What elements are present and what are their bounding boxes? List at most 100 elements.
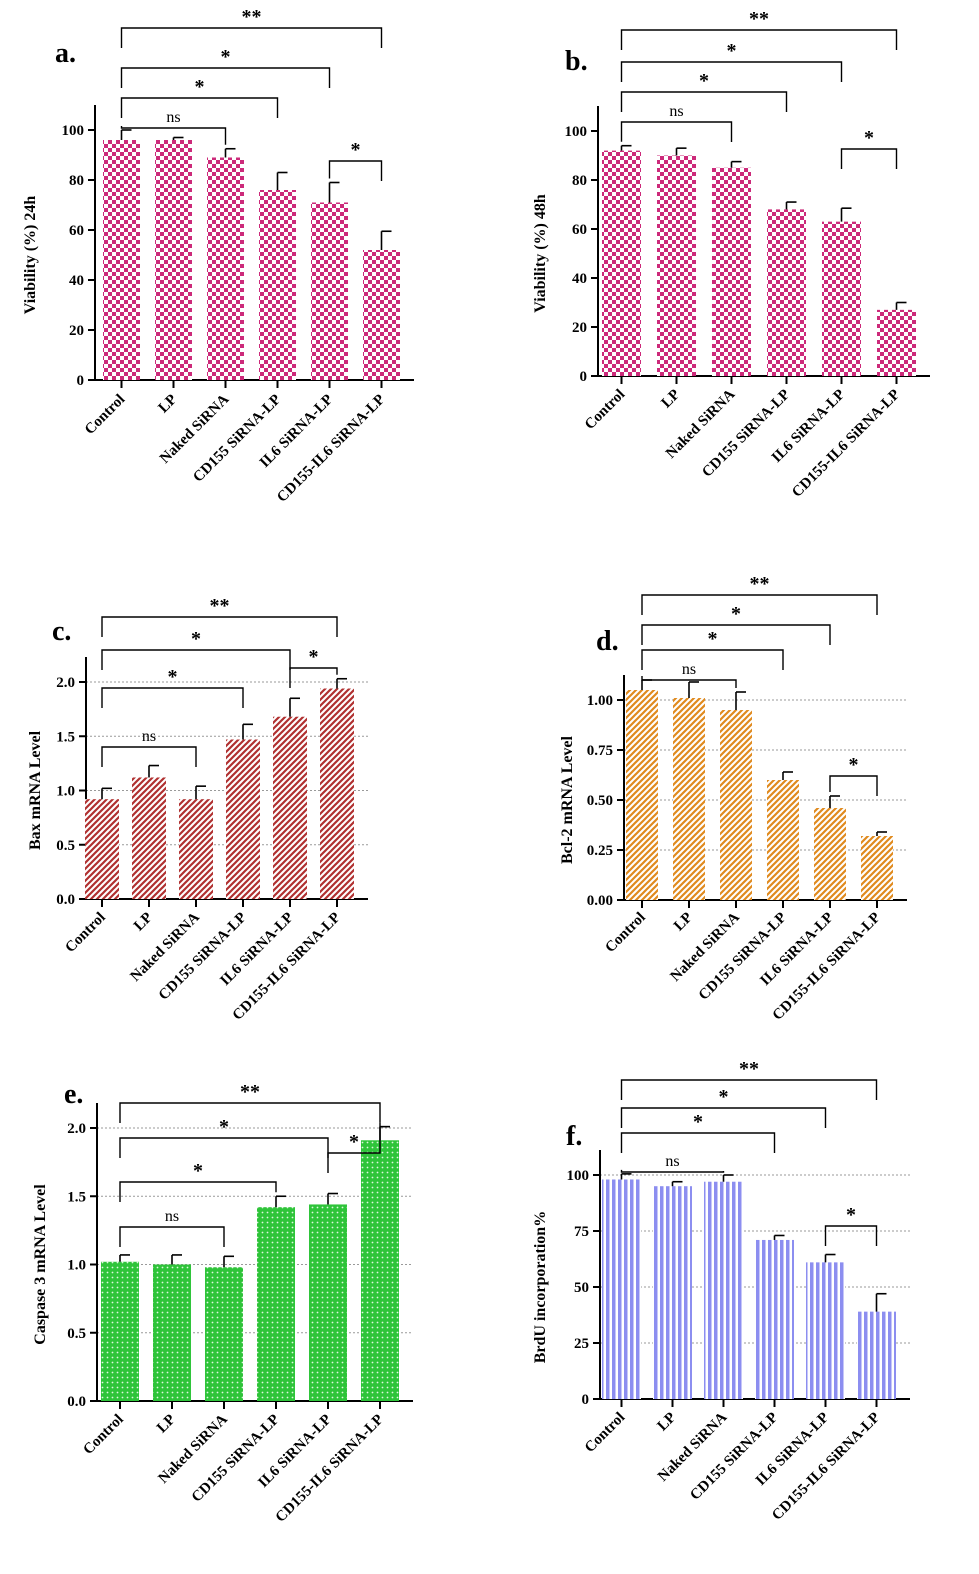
x-category-label: CD155 SiRNA-LP bbox=[189, 1412, 283, 1506]
bar bbox=[363, 250, 400, 380]
bar bbox=[822, 221, 861, 376]
bar bbox=[712, 167, 751, 376]
y-tick-label: 2.0 bbox=[67, 1121, 86, 1137]
bar bbox=[806, 1262, 845, 1399]
significance-label: ns bbox=[665, 1153, 679, 1170]
y-tick-label: 40 bbox=[69, 273, 84, 289]
y-tick-label: 1.0 bbox=[56, 784, 75, 800]
significance-label: * bbox=[191, 628, 201, 650]
significance-bracket bbox=[824, 1225, 878, 1246]
bar bbox=[273, 716, 307, 899]
significance-label: ns bbox=[682, 661, 696, 678]
bar bbox=[861, 836, 893, 900]
significance-label: ns bbox=[166, 109, 180, 126]
significance-label: * bbox=[846, 1204, 856, 1226]
significance-label: * bbox=[699, 70, 709, 92]
significance-bracket bbox=[620, 1079, 878, 1100]
significance-label: * bbox=[719, 1086, 729, 1108]
x-category-label: CD155 SiRNA-LP bbox=[156, 910, 250, 1004]
significance-label: * bbox=[731, 603, 741, 625]
significance-bracket bbox=[119, 1102, 381, 1123]
significance-bracket bbox=[101, 746, 197, 767]
significance-bracket bbox=[119, 1226, 225, 1247]
significance-label: * bbox=[195, 76, 205, 98]
significance-bracket bbox=[641, 676, 737, 688]
y-tick-label: 100 bbox=[565, 124, 588, 140]
x-category-label: Control bbox=[602, 910, 648, 956]
y-tick-label: 0.0 bbox=[67, 1394, 86, 1410]
significance-label: ** bbox=[749, 8, 769, 30]
x-category-label: CD155 SiRNA-LP bbox=[190, 392, 284, 486]
bar bbox=[877, 309, 916, 376]
y-tick-label: 80 bbox=[69, 173, 84, 189]
significance-label: * bbox=[351, 139, 361, 161]
x-category-label: Control bbox=[62, 910, 108, 956]
significance-bracket bbox=[620, 29, 898, 50]
x-category-label: LP bbox=[671, 910, 696, 935]
significance-label: * bbox=[849, 754, 859, 776]
y-tick-label: 0 bbox=[580, 369, 588, 385]
y-tick-label: 75 bbox=[574, 1224, 589, 1240]
significance-label: * bbox=[708, 628, 718, 650]
bar bbox=[309, 1204, 347, 1401]
x-category-label: CD155-IL6 SiRNA-LP bbox=[273, 1412, 387, 1526]
bar bbox=[103, 140, 140, 380]
significance-bracket bbox=[101, 687, 244, 708]
bar bbox=[657, 155, 696, 376]
y-axis-title: Bax mRNA Level bbox=[27, 730, 44, 850]
x-category-label: CD155-IL6 SiRNA-LP bbox=[789, 387, 903, 501]
bar bbox=[226, 739, 260, 899]
y-axis-title: Caspase 3 mRNA Level bbox=[32, 1184, 49, 1345]
significance-bracket bbox=[620, 1132, 776, 1153]
significance-bracket bbox=[641, 649, 784, 670]
significance-bracket bbox=[101, 649, 291, 670]
panel-label: e. bbox=[64, 1079, 83, 1110]
x-category-label: CD155 SiRNA-LP bbox=[696, 910, 790, 1004]
y-tick-label: 60 bbox=[69, 223, 84, 239]
y-tick-label: 50 bbox=[574, 1280, 589, 1296]
bar bbox=[207, 157, 244, 380]
x-category-label: LP bbox=[658, 387, 683, 412]
significance-bracket bbox=[641, 624, 831, 645]
bar bbox=[602, 150, 641, 376]
significance-label: ** bbox=[750, 573, 770, 595]
x-category-label: LP bbox=[654, 1410, 679, 1435]
significance-bracket bbox=[620, 1107, 827, 1128]
significance-label: * bbox=[168, 666, 178, 688]
x-category-label: CD155-IL6 SiRNA-LP bbox=[274, 392, 388, 506]
y-tick-label: 0.0 bbox=[56, 892, 75, 908]
x-category-label: LP bbox=[154, 1412, 179, 1437]
bar bbox=[311, 202, 348, 380]
x-category-label: LP bbox=[131, 910, 156, 935]
bar bbox=[704, 1181, 743, 1399]
bar bbox=[767, 780, 799, 900]
y-tick-label: 0.00 bbox=[587, 893, 613, 909]
x-category-label: Control bbox=[582, 387, 628, 433]
significance-bracket bbox=[119, 1137, 329, 1158]
y-tick-label: 0 bbox=[582, 1392, 590, 1408]
panel-b: b. 0 20 40 60 80 100 Viability (%) 48h Control LP… bbox=[532, 8, 930, 501]
significance-bracket bbox=[289, 667, 338, 688]
panel-label: f. bbox=[566, 1121, 582, 1152]
significance-bracket bbox=[620, 1169, 725, 1173]
significance-label: * bbox=[864, 127, 874, 149]
significance-label: * bbox=[693, 1111, 703, 1133]
significance-label: ** bbox=[739, 1058, 759, 1080]
bar bbox=[153, 1264, 191, 1401]
panel-label: c. bbox=[52, 616, 71, 647]
y-tick-label: 20 bbox=[69, 323, 84, 339]
significance-bracket bbox=[620, 121, 733, 142]
bar bbox=[814, 808, 846, 900]
significance-bracket bbox=[620, 61, 843, 82]
bar bbox=[626, 690, 658, 900]
significance-label: ** bbox=[240, 1081, 260, 1103]
panel-label: b. bbox=[565, 46, 588, 77]
bar bbox=[755, 1239, 794, 1399]
significance-bracket bbox=[101, 616, 338, 637]
panel-c: c. 0.0 0.5 1.0 1.5 2.0 Bax mRNA Level Control LP… bbox=[27, 595, 368, 1024]
bar bbox=[179, 799, 213, 899]
x-category-label: LP bbox=[155, 392, 180, 417]
significance-bracket bbox=[120, 97, 279, 118]
y-tick-label: 1.0 bbox=[67, 1258, 86, 1274]
y-tick-label: 0.75 bbox=[587, 743, 613, 759]
